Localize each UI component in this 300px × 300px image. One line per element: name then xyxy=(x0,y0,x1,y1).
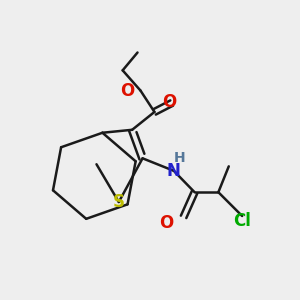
Text: H: H xyxy=(173,151,185,165)
Text: O: O xyxy=(121,82,135,100)
Text: Cl: Cl xyxy=(233,212,251,230)
Text: S: S xyxy=(113,193,125,211)
Text: N: N xyxy=(167,162,181,180)
Text: O: O xyxy=(159,214,173,232)
Text: O: O xyxy=(162,93,176,111)
